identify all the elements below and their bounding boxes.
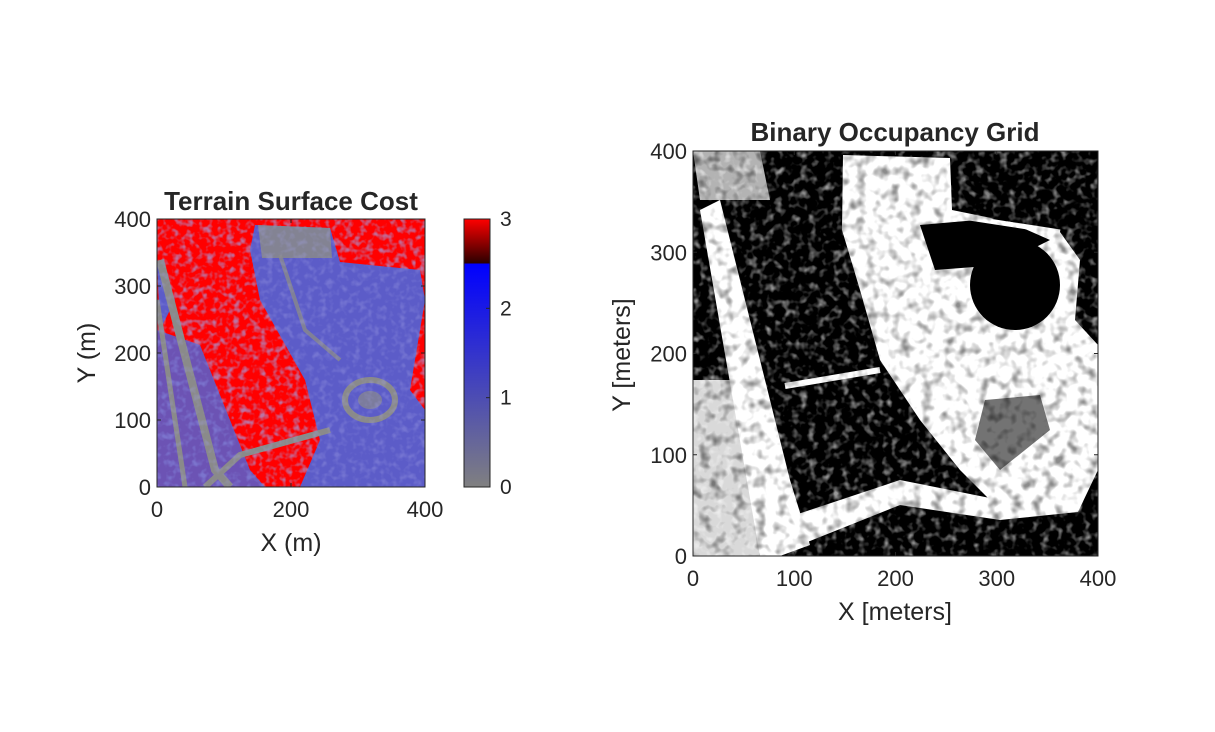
terrain-ytick-label: 0 (139, 475, 151, 500)
terrain-ytick-label: 200 (114, 341, 151, 366)
terrain-cost-map (157, 219, 425, 487)
occupancy-xtick-label: 200 (877, 566, 914, 591)
colorbar-tick-label: 1 (500, 387, 512, 410)
occupancy-plot: 0 100 200 300 400 0 100 200 300 400 Binary Occupa… (608, 117, 1116, 626)
terrain-ytick-label: 300 (114, 274, 151, 299)
occupancy-xtick-label: 0 (687, 566, 699, 591)
occupancy-xtick-label: 100 (776, 566, 813, 591)
colorbar-box (463, 218, 491, 488)
terrain-ylabel: Y (m) (73, 323, 101, 384)
occupancy-xtick-label: 400 (1080, 566, 1117, 591)
terrain-title: Terrain Surface Cost (164, 186, 418, 216)
terrain-ytick-label: 100 (114, 408, 151, 433)
terrain-tick-marks: 0 200 400 0 100 200 300 400 (114, 207, 443, 522)
colorbar-ticks: 0 1 2 3 (486, 208, 512, 499)
terrain-xlabel: X (m) (260, 529, 321, 557)
occupancy-ytick-label: 400 (650, 139, 687, 164)
occupancy-ytick-label: 100 (650, 443, 687, 468)
terrain-ytick-label: 400 (114, 207, 151, 232)
occupancy-title: Binary Occupancy Grid (751, 117, 1040, 147)
occupancy-ytick-label: 300 (650, 240, 687, 265)
occupancy-ytick-label: 0 (675, 544, 687, 569)
occupancy-xtick-label: 300 (978, 566, 1015, 591)
terrain-xtick-label: 200 (273, 497, 310, 522)
occupancy-xlabel: X [meters] (838, 598, 952, 626)
colorbar-tick-label: 3 (500, 208, 512, 231)
occupancy-ylabel: Y [meters] (608, 298, 636, 411)
colorbar-tick-label: 2 (500, 297, 512, 320)
terrain-colorbar (464, 219, 490, 487)
terrain-xtick-label: 400 (407, 497, 444, 522)
terrain-xtick-label: 0 (151, 497, 163, 522)
occupancy-ytick-label: 200 (650, 342, 687, 367)
occupancy-tick-marks: 0 100 200 300 400 0 100 200 300 400 (650, 139, 1116, 591)
colorbar-tick-label: 0 (500, 476, 512, 499)
terrain-cost-plot: 0 200 400 0 100 200 300 400 Terrain Surface Cos… (73, 186, 512, 557)
occupancy-map (693, 151, 1098, 556)
